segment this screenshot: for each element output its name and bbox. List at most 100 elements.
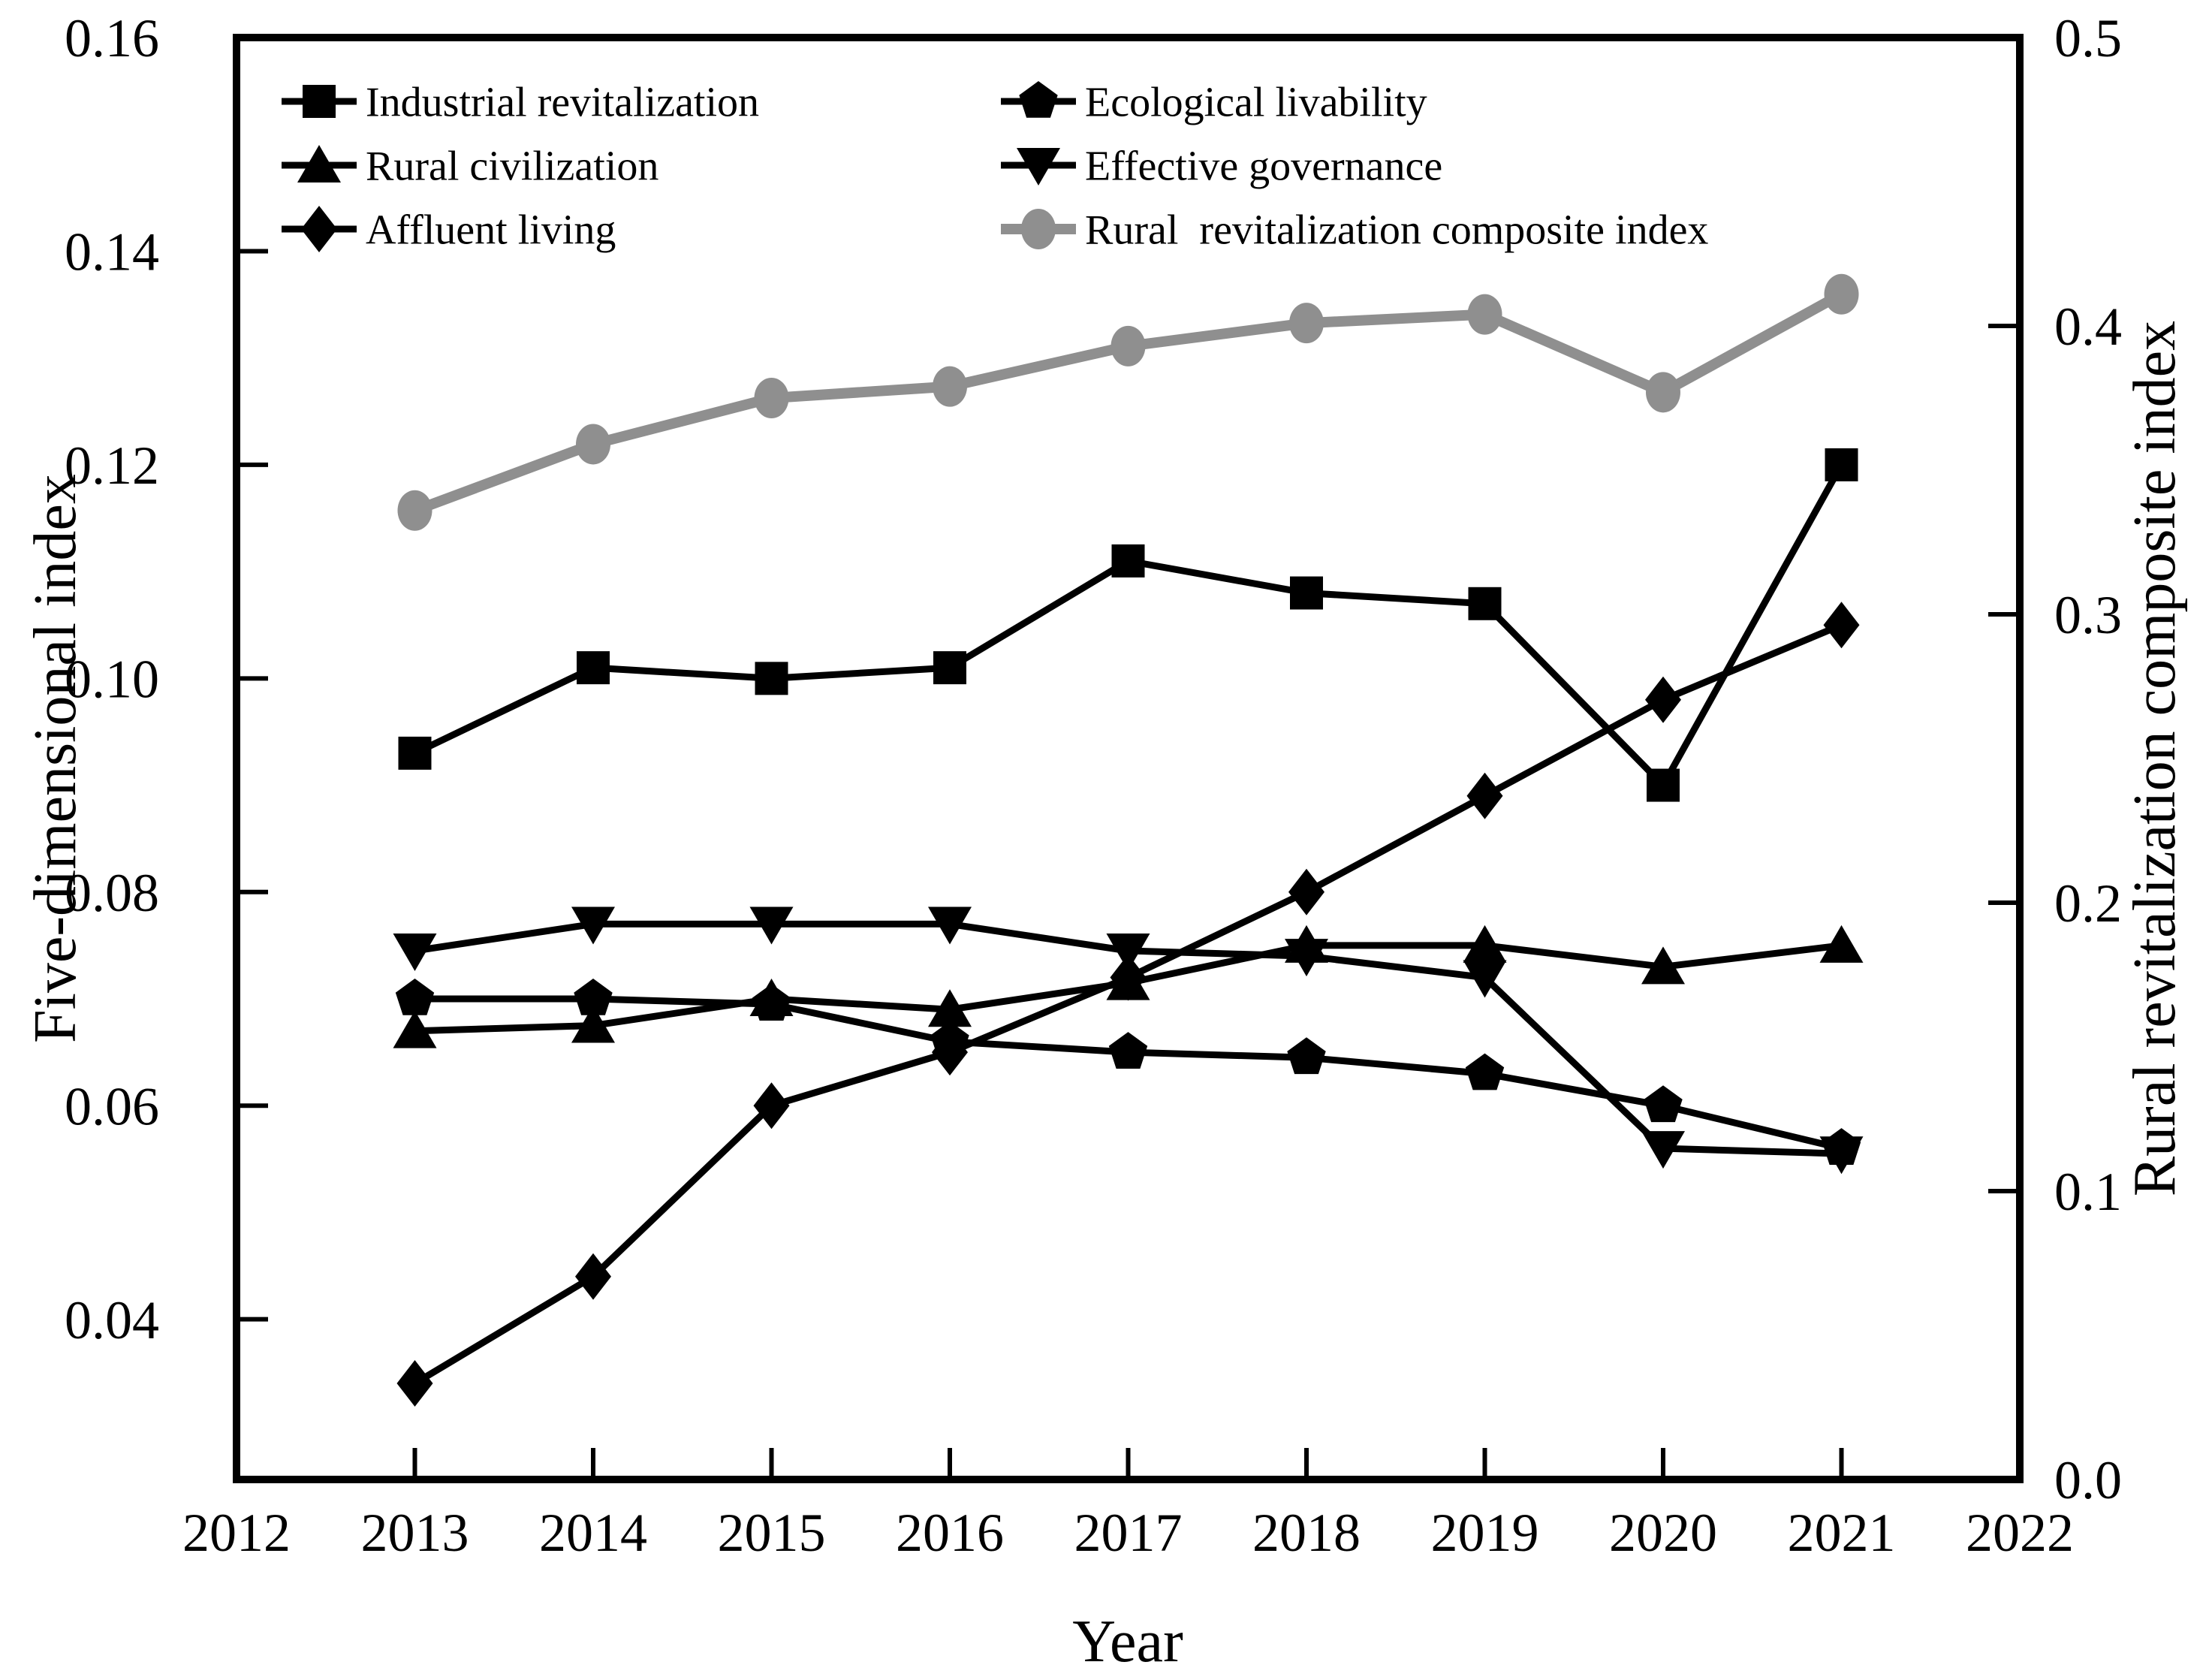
legend-item-industrial-revitalization: Industrial revitalization	[282, 80, 759, 126]
industrial-revitalization-marker-2014	[577, 651, 610, 685]
effective-governance-marker-2015	[749, 906, 794, 945]
left-tick-label-0.06: 0.06	[65, 1076, 159, 1136]
legend-label-ecological-livability: Ecological livability	[1085, 80, 1427, 126]
industrial-revitalization-marker-2020	[1647, 768, 1680, 802]
x-tick-label-2020: 2020	[1609, 1503, 1717, 1563]
ecological-livability-marker-2018	[1287, 1037, 1326, 1075]
effective-governance-marker-2017	[1106, 934, 1150, 971]
affluent-living-marker-2019	[1466, 772, 1503, 819]
affluent-living-marker-2013	[396, 1360, 433, 1407]
axes-ticks: 2012 2013 2014 2015 2016 2017 2018 2019 2020 2021…	[65, 8, 2122, 1563]
effective-governance-marker-2021	[1819, 1136, 1864, 1175]
right-tick-label-0.4: 0.4	[2054, 297, 2122, 357]
left-tick-label-0.12: 0.12	[65, 436, 159, 496]
legend-label-rural-civilization: Rural civilization	[366, 143, 658, 190]
rural-civilization-marker-2016	[928, 989, 972, 1027]
affluent-living-marker-2021	[1823, 602, 1860, 649]
rural-revitalization-composite-index-marker-2021	[1824, 273, 1859, 315]
legend-marker-square-icon	[303, 85, 336, 118]
rural-civilization-marker-2019	[1463, 924, 1507, 963]
left-tick-label-0.08: 0.08	[65, 863, 159, 923]
industrial-revitalization-marker-2017	[1111, 544, 1145, 578]
rural-civilization-marker-2014	[571, 1005, 615, 1043]
legend-marker-pentagon-icon	[1019, 81, 1058, 118]
x-tick-label-2018: 2018	[1252, 1503, 1361, 1563]
x-tick-label-2015: 2015	[718, 1503, 826, 1563]
x-tick-label-2016: 2016	[896, 1503, 1004, 1563]
industrial-revitalization-marker-2013	[398, 736, 432, 770]
effective-governance-marker-2020	[1641, 1131, 1685, 1169]
legend: Industrial revitalization Ecological liva…	[282, 80, 1708, 254]
x-tick-label-2022: 2022	[1966, 1503, 2074, 1563]
rural-revitalization-composite-index-marker-2018	[1289, 303, 1324, 344]
legend-item-affluent-living: Affluent living	[282, 206, 616, 254]
rural-civilization-marker-2015	[749, 979, 794, 1016]
ecological-livability-marker-2014	[574, 979, 613, 1015]
industrial-revitalization-marker-2019	[1468, 587, 1502, 620]
legend-marker-triangle-down-icon	[1017, 148, 1060, 185]
effective-governance-marker-2013	[393, 934, 437, 971]
right-tick-label-0.0: 0.0	[2054, 1450, 2122, 1510]
legend-label-rural-revitalization-composite-index: Rural revitalization composite index	[1085, 207, 1708, 254]
rural-revitalization-composite-index-marker-2016	[933, 366, 967, 407]
series-rural-revitalization-composite-index	[397, 273, 1859, 531]
left-tick-label-0.10: 0.10	[65, 650, 159, 710]
left-axis-title: Five-dimensional index	[23, 474, 89, 1043]
right-tick-label-0.1: 0.1	[2054, 1162, 2122, 1222]
effective-governance-marker-2018	[1285, 939, 1328, 977]
x-tick-label-2019: 2019	[1431, 1503, 1539, 1563]
rural-revitalization-composite-index-marker-2015	[754, 378, 789, 418]
legend-label-affluent-living: Affluent living	[366, 207, 616, 254]
x-axis-title: Year	[1072, 1609, 1183, 1671]
right-tick-label-0.3: 0.3	[2054, 585, 2122, 645]
rural-revitalization-composite-index-marker-2014	[576, 424, 610, 465]
x-tick-label-2021: 2021	[1788, 1503, 1896, 1563]
right-tick-label-0.2: 0.2	[2054, 873, 2122, 934]
legend-label-effective-governance: Effective governance	[1085, 143, 1442, 190]
series-industrial-revitalization	[398, 448, 1858, 802]
industrial-revitalization-marker-2018	[1290, 576, 1323, 610]
series-affluent-living	[396, 602, 1860, 1407]
ecological-livability-marker-2020	[1644, 1085, 1683, 1123]
legend-marker-diamond-icon	[301, 206, 337, 252]
data-series-layer	[393, 273, 1864, 1407]
legend-marker-triangle-up-icon	[297, 145, 341, 182]
legend-item-effective-governance: Effective governance	[1001, 143, 1442, 190]
x-tick-label-2012: 2012	[182, 1503, 291, 1563]
left-tick-label-0.16: 0.16	[65, 8, 159, 68]
ecological-livability-marker-2017	[1108, 1032, 1148, 1069]
rural-revitalization-composite-index-marker-2013	[397, 490, 432, 531]
industrial-revitalization-marker-2016	[933, 651, 966, 685]
affluent-living-marker-2018	[1288, 868, 1324, 915]
affluent-living-marker-2017	[1110, 954, 1147, 1001]
effective-governance-marker-2019	[1463, 960, 1507, 998]
x-tick-label-2014: 2014	[539, 1503, 647, 1563]
rural-civilization-marker-2013	[393, 1010, 437, 1048]
left-tick-label-0.04: 0.04	[65, 1290, 159, 1350]
rural-civilization-marker-2021	[1819, 924, 1864, 963]
x-tick-label-2013: 2013	[361, 1503, 469, 1563]
rural-revitalization-composite-index-marker-2019	[1467, 294, 1502, 335]
rural-civilization-marker-2020	[1641, 946, 1685, 985]
effective-governance-marker-2016	[928, 906, 972, 945]
legend-item-rural-civilization: Rural civilization	[282, 143, 658, 190]
affluent-living-marker-2014	[575, 1253, 611, 1300]
industrial-revitalization-marker-2015	[755, 662, 788, 695]
affluent-living-marker-2015	[753, 1082, 790, 1130]
x-tick-label-2017: 2017	[1074, 1503, 1183, 1563]
legend-marker-circle-icon	[1021, 209, 1056, 249]
ecological-livability-marker-2019	[1465, 1053, 1505, 1090]
right-axis-title: Rural revitalization composite index	[2122, 321, 2188, 1196]
industrial-revitalization-marker-2021	[1825, 448, 1858, 481]
affluent-living-marker-2020	[1645, 676, 1681, 723]
legend-item-rural-revitalization-composite-index: Rural revitalization composite index	[1001, 207, 1708, 254]
left-tick-label-0.14: 0.14	[65, 222, 159, 282]
rural-revitalization-composite-index-marker-2017	[1111, 325, 1146, 366]
ecological-livability-marker-2013	[395, 979, 435, 1015]
rural-revitalization-composite-index-marker-2020	[1646, 372, 1680, 413]
effective-governance-marker-2014	[571, 906, 615, 945]
affluent-living-marker-2016	[932, 1029, 968, 1076]
series-effective-governance	[393, 906, 1864, 1175]
legend-label-industrial-revitalization: Industrial revitalization	[366, 80, 759, 126]
